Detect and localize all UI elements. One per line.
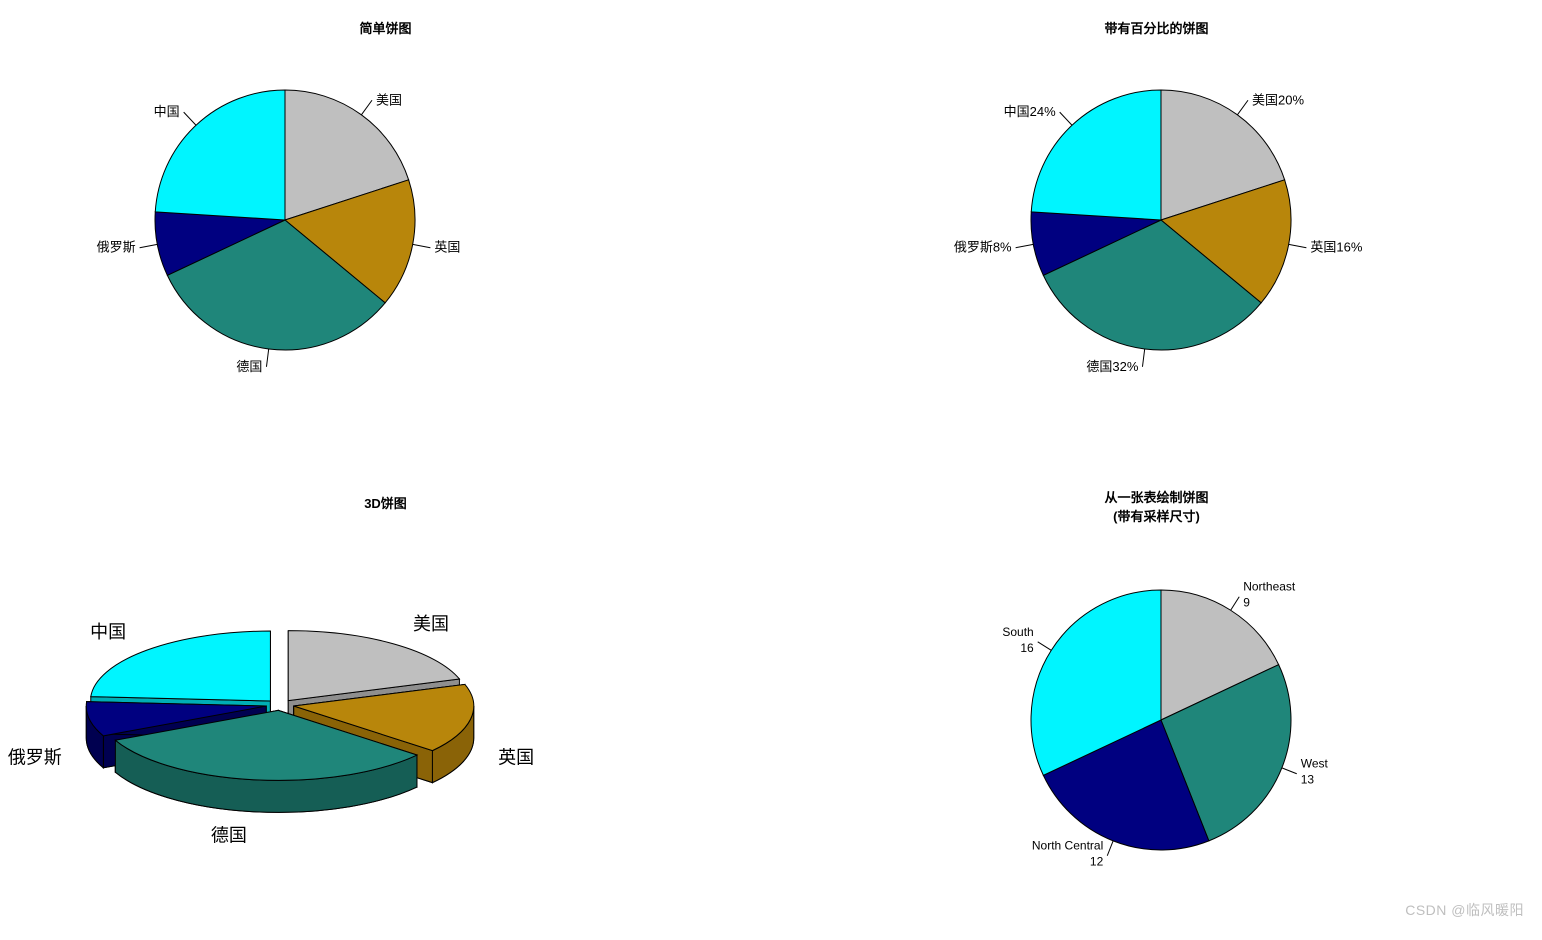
chart-table-pie: Northeast 9 West 13 North Central 12 South 16 <box>771 475 1542 935</box>
svg-text:美国: 美国 <box>413 614 449 634</box>
svg-text:英国: 英国 <box>434 240 460 255</box>
svg-text:德国32%: 德国32% <box>1086 359 1138 374</box>
watermark-text: CSDN @临风暖阳 <box>1405 900 1524 920</box>
svg-text:俄罗斯: 俄罗斯 <box>97 240 136 255</box>
title-3d-pie: 3D饼图 <box>0 493 771 512</box>
svg-text:德国: 德国 <box>211 826 247 846</box>
panel-table-pie: 从一张表绘制饼图 (带有采样尺寸) Northeast 9 West 13 North … <box>771 475 1542 940</box>
svg-text:美国: 美国 <box>376 92 402 107</box>
panel-3d-pie: 3D饼图 美国英国德国 俄罗斯 中国 <box>0 475 771 940</box>
chart-3d-pie: 美国英国德国 俄罗斯 中国 <box>0 475 771 930</box>
svg-text:美国20%: 美国20% <box>1252 92 1304 107</box>
svg-text:中国: 中国 <box>90 622 126 642</box>
svg-text:中国24%: 中国24% <box>1004 104 1056 119</box>
chart-grid: 简单饼图 美国英国德国俄罗斯中国 带有百分比的饼图 美国20%英国16%德国32… <box>0 0 1542 930</box>
svg-text:俄罗斯: 俄罗斯 <box>8 747 62 767</box>
svg-text:Northeast: Northeast <box>1243 580 1296 594</box>
title-simple-pie: 简单饼图 <box>0 18 771 37</box>
svg-text:16: 16 <box>1020 641 1034 655</box>
chart-percent-pie: 美国20% 英国16% 德国32% 俄罗斯8% 中国24% <box>771 0 1542 470</box>
title-percent-pie: 带有百分比的饼图 <box>771 18 1542 37</box>
title-table-pie: 从一张表绘制饼图 (带有采样尺寸) <box>771 487 1542 525</box>
chart-simple-pie: 美国英国德国 俄罗斯 中国 <box>0 0 771 465</box>
svg-text:中国: 中国 <box>154 104 180 119</box>
svg-text:12: 12 <box>1090 855 1104 869</box>
svg-text:South: South <box>1002 625 1033 639</box>
panel-simple-pie: 简单饼图 美国英国德国 俄罗斯 中国 <box>0 0 771 475</box>
svg-text:英国16%: 英国16% <box>1310 240 1362 255</box>
svg-text:英国: 英国 <box>498 747 534 767</box>
svg-text:9: 9 <box>1243 596 1250 610</box>
panel-percent-pie: 带有百分比的饼图 美国20% 英国16% 德国32% 俄罗斯8% 中国24% <box>771 0 1542 475</box>
svg-text:North Central: North Central <box>1032 839 1103 853</box>
svg-text:俄罗斯8%: 俄罗斯8% <box>954 240 1012 255</box>
svg-text:West: West <box>1301 757 1329 771</box>
svg-text:13: 13 <box>1301 773 1315 787</box>
svg-text:德国: 德国 <box>236 359 262 374</box>
